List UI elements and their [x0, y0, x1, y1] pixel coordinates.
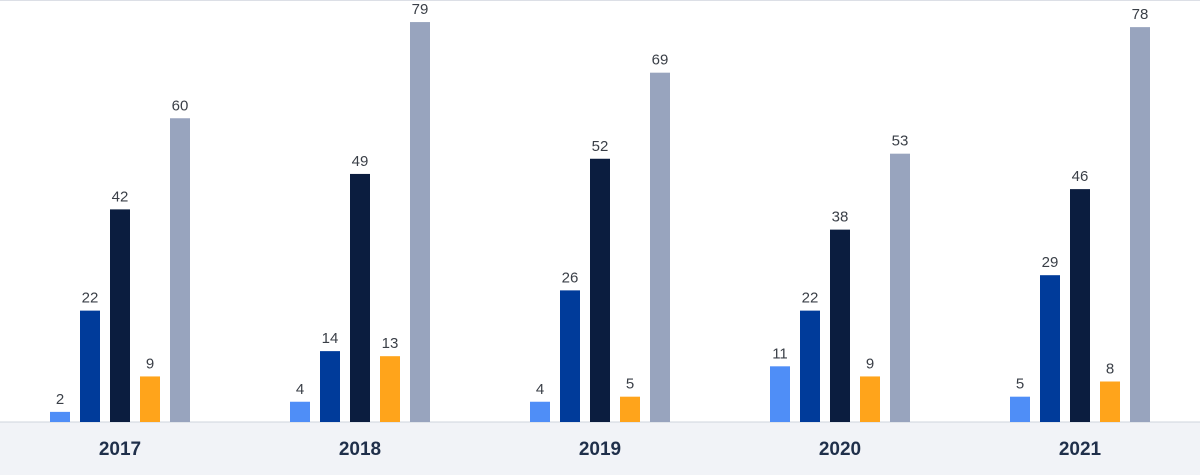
- x-tick-label-2019: 2019: [579, 439, 621, 460]
- bar-2019-series-4: [620, 396, 640, 422]
- data-label-2018-series-1: 4: [296, 381, 304, 398]
- data-labels-layer: 2224296041449137942652569112238953529468…: [56, 1, 1149, 408]
- x-axis-band: [0, 422, 1200, 475]
- bar-2020-series-5: [890, 153, 910, 422]
- bar-2020-series-2: [800, 310, 820, 422]
- bar-2021-series-3: [1070, 189, 1090, 422]
- bar-2018-series-4: [380, 356, 400, 422]
- data-label-2017-series-1: 2: [56, 391, 64, 408]
- data-label-2021-series-5: 78: [1132, 6, 1149, 23]
- bar-2018-series-3: [350, 173, 370, 422]
- bar-2021-series-2: [1040, 275, 1060, 422]
- data-label-2020-series-4: 9: [866, 355, 874, 372]
- data-label-2017-series-2: 22: [82, 290, 99, 307]
- x-tick-label-2018: 2018: [339, 439, 381, 460]
- bar-2017-series-5: [170, 118, 190, 422]
- data-label-2020-series-3: 38: [832, 209, 849, 226]
- bar-2021-series-5: [1130, 27, 1150, 422]
- bar-2017-series-4: [140, 376, 160, 422]
- bar-2018-series-2: [320, 351, 340, 422]
- x-tick-label-2020: 2020: [819, 439, 861, 460]
- data-label-2019-series-4: 5: [626, 376, 634, 393]
- bar-2018-series-5: [410, 22, 430, 422]
- bars-layer: [50, 22, 1150, 422]
- data-label-2020-series-2: 22: [802, 290, 819, 307]
- bar-2019-series-2: [560, 290, 580, 422]
- bar-2020-series-4: [860, 376, 880, 422]
- bar-2019-series-3: [590, 158, 610, 422]
- data-label-2017-series-5: 60: [172, 97, 189, 114]
- x-tick-label-2017: 2017: [99, 439, 141, 460]
- bar-2021-series-4: [1100, 381, 1120, 422]
- data-label-2020-series-1: 11: [772, 345, 788, 362]
- data-label-2018-series-5: 79: [412, 1, 429, 18]
- data-label-2020-series-5: 53: [892, 133, 909, 150]
- bar-2017-series-1: [50, 411, 70, 422]
- x-tick-label-2021: 2021: [1059, 439, 1102, 460]
- bar-2020-series-3: [830, 229, 850, 422]
- bar-2018-series-1: [290, 401, 310, 422]
- data-label-2019-series-3: 52: [592, 138, 609, 155]
- data-label-2019-series-1: 4: [536, 381, 544, 398]
- bar-2019-series-5: [650, 72, 670, 422]
- data-label-2018-series-3: 49: [352, 153, 369, 170]
- bar-2021-series-1: [1010, 396, 1030, 422]
- data-label-2017-series-3: 42: [112, 188, 129, 205]
- data-label-2017-series-4: 9: [146, 355, 154, 372]
- bar-2019-series-1: [530, 401, 550, 422]
- data-label-2021-series-1: 5: [1016, 376, 1024, 393]
- data-label-2018-series-2: 14: [322, 330, 339, 347]
- data-label-2021-series-2: 29: [1042, 254, 1059, 271]
- data-label-2021-series-4: 8: [1106, 361, 1114, 378]
- x-tick-labels: 2017 2018 2019 2020 2021: [99, 439, 1102, 460]
- bar-2017-series-2: [80, 310, 100, 422]
- data-label-2018-series-4: 13: [382, 335, 399, 352]
- bar-2017-series-3: [110, 209, 130, 422]
- bar-2020-series-1: [770, 366, 790, 422]
- data-label-2021-series-3: 46: [1072, 168, 1089, 185]
- data-label-2019-series-2: 26: [562, 269, 579, 286]
- data-label-2019-series-5: 69: [652, 52, 669, 69]
